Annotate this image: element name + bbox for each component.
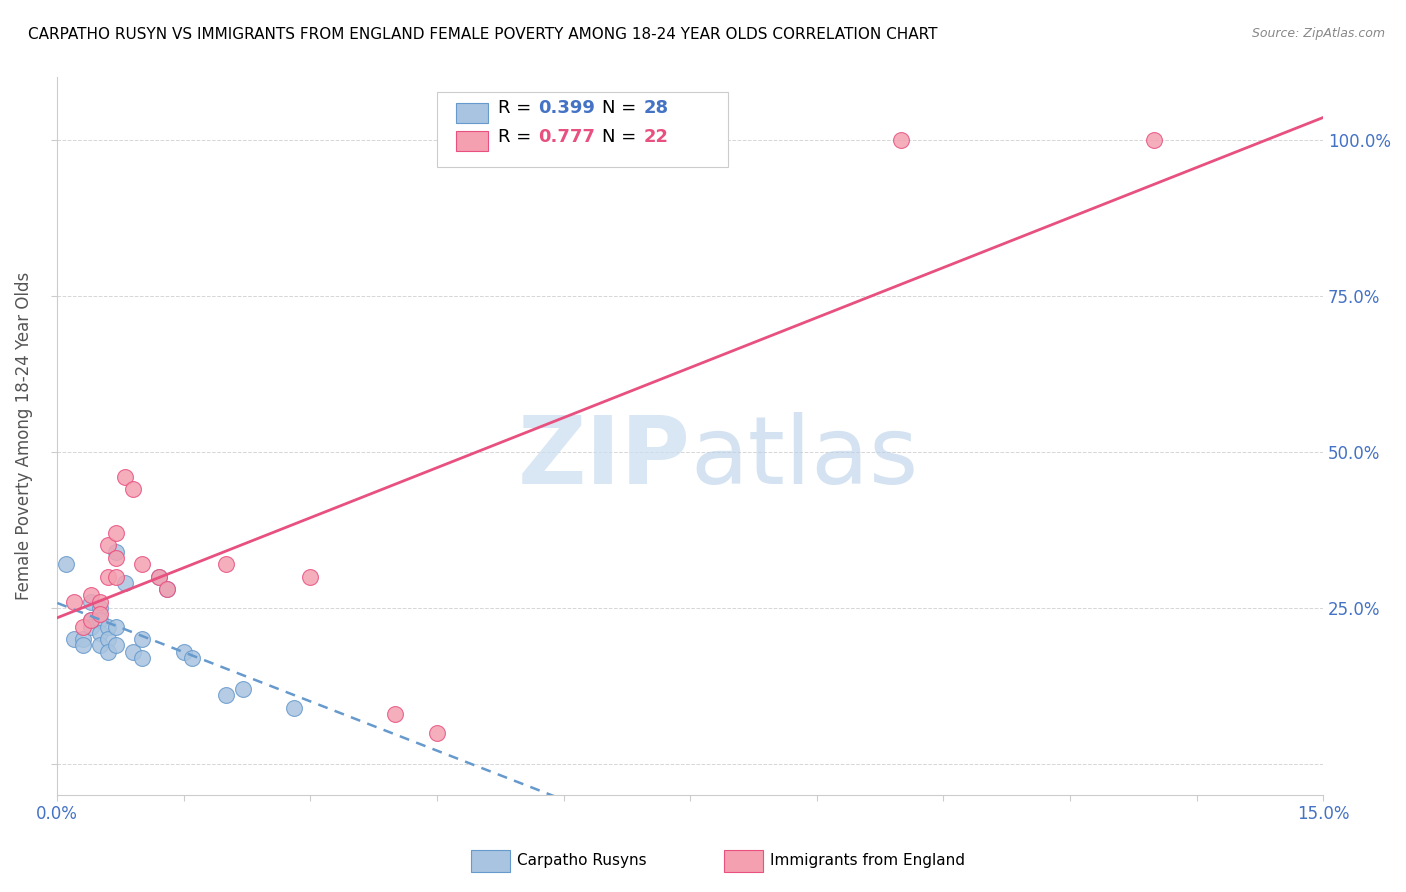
Text: Carpatho Rusyns: Carpatho Rusyns: [517, 854, 647, 868]
Point: [72, 632, 94, 646]
Text: Source: ZipAtlas.com: Source: ZipAtlas.com: [1251, 27, 1385, 40]
FancyBboxPatch shape: [437, 92, 728, 167]
Point: [384, 706, 406, 721]
Point: [114, 470, 136, 484]
Text: N =: N =: [602, 128, 641, 146]
Point: [148, 569, 170, 583]
Text: R =: R =: [498, 99, 537, 117]
Point: [80, 619, 103, 633]
Point: [232, 681, 254, 696]
Point: [97, 644, 120, 658]
Point: [131, 632, 153, 646]
Text: 0.777: 0.777: [538, 128, 595, 146]
Bar: [456, 103, 488, 123]
Point: [55, 557, 77, 571]
Text: atlas: atlas: [690, 412, 918, 504]
Point: [80, 594, 103, 608]
Point: [89, 594, 111, 608]
Point: [97, 538, 120, 552]
Point: [105, 619, 128, 633]
Point: [105, 638, 128, 652]
Point: [299, 569, 322, 583]
Point: [89, 600, 111, 615]
Text: 28: 28: [644, 99, 668, 117]
Point: [97, 619, 120, 633]
Point: [89, 613, 111, 627]
Point: [80, 613, 103, 627]
Point: [148, 569, 170, 583]
Point: [105, 526, 128, 541]
Point: [114, 575, 136, 590]
Point: [426, 725, 449, 739]
Point: [890, 133, 912, 147]
Point: [105, 544, 128, 558]
Point: [97, 632, 120, 646]
Point: [63, 594, 86, 608]
Point: [72, 638, 94, 652]
Point: [89, 625, 111, 640]
Point: [131, 650, 153, 665]
Point: [215, 557, 238, 571]
Point: [105, 550, 128, 565]
Point: [215, 688, 238, 702]
Point: [63, 632, 86, 646]
Point: [80, 588, 103, 602]
Text: Immigrants from England: Immigrants from England: [770, 854, 966, 868]
Point: [283, 700, 305, 714]
Point: [173, 644, 195, 658]
Point: [97, 569, 120, 583]
Y-axis label: Female Poverty Among 18-24 Year Olds: Female Poverty Among 18-24 Year Olds: [15, 272, 32, 600]
Text: 22: 22: [644, 128, 668, 146]
Point: [181, 650, 204, 665]
Point: [156, 582, 179, 596]
Point: [122, 644, 145, 658]
Point: [72, 619, 94, 633]
Point: [89, 638, 111, 652]
Point: [122, 483, 145, 497]
Point: [80, 613, 103, 627]
Text: 0.399: 0.399: [538, 99, 595, 117]
Point: [1143, 133, 1166, 147]
Text: N =: N =: [602, 99, 641, 117]
Text: CARPATHO RUSYN VS IMMIGRANTS FROM ENGLAND FEMALE POVERTY AMONG 18-24 YEAR OLDS C: CARPATHO RUSYN VS IMMIGRANTS FROM ENGLAN…: [28, 27, 938, 42]
Bar: [456, 131, 488, 152]
Point: [105, 569, 128, 583]
Text: R =: R =: [498, 128, 537, 146]
Point: [156, 582, 179, 596]
Point: [89, 607, 111, 621]
Point: [131, 557, 153, 571]
Text: ZIP: ZIP: [517, 412, 690, 504]
